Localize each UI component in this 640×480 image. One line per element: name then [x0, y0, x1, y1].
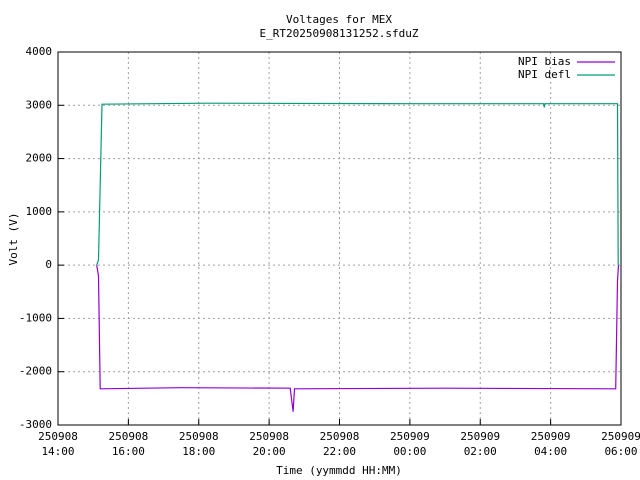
y-tick-label: -1000	[19, 311, 52, 324]
y-tick-label: -3000	[19, 418, 52, 431]
chart-subtitle: E_RT20250908131252.sfduZ	[260, 27, 419, 40]
legend-label: NPI defl	[518, 68, 571, 81]
legend-label: NPI bias	[518, 55, 571, 68]
x-tick-label: 250909 06:00	[601, 430, 640, 458]
x-axis-label: Time (yymmdd HH:MM)	[276, 464, 402, 477]
plot-frame	[57, 51, 622, 426]
chart-title: Voltages for MEX	[286, 13, 392, 26]
x-tick-label: 250909 02:00	[460, 430, 501, 458]
x-tick-label: 250908 22:00	[319, 430, 360, 458]
x-tick-label: 250908 20:00	[249, 430, 289, 458]
y-tick-label: 4000	[26, 45, 53, 58]
y-tick-label: 2000	[26, 152, 53, 165]
x-tick-label: 250908 16:00	[108, 430, 149, 458]
x-tick-label: 250909 00:00	[390, 430, 430, 458]
x-tick-label: 250909 04:00	[530, 430, 571, 458]
series-line	[96, 102, 619, 266]
y-tick-label: -2000	[19, 365, 52, 378]
series-line	[96, 265, 620, 412]
y-tick-label: 0	[45, 258, 52, 271]
y-axis-label: Volt (V)	[7, 213, 20, 266]
x-tick-label: 250908 14:00	[38, 430, 78, 458]
x-tick-label: 250908 18:00	[178, 430, 219, 458]
y-tick-label: 1000	[26, 205, 53, 218]
y-tick-label: 3000	[26, 98, 53, 111]
